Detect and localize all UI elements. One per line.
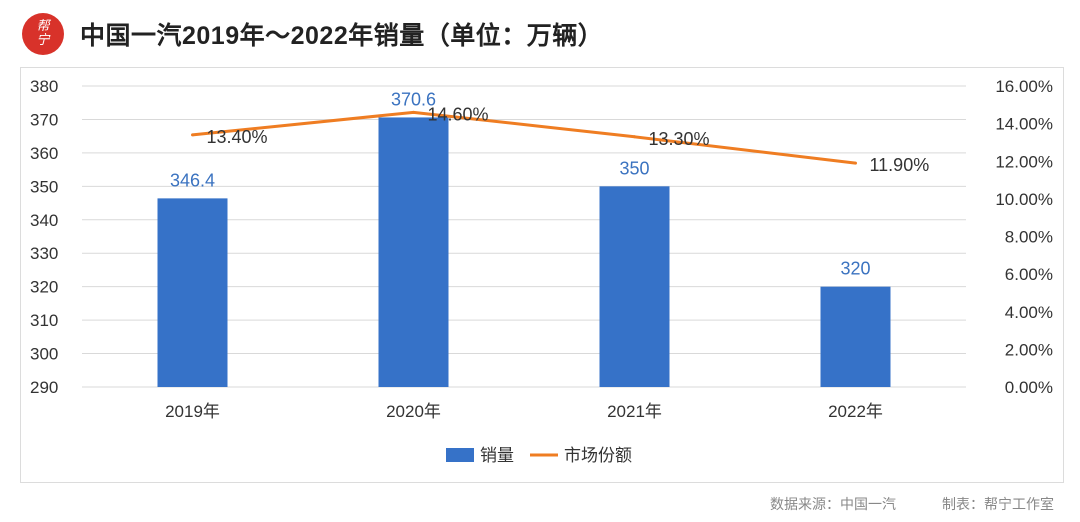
line-point	[633, 135, 636, 139]
line-data-label: 14.60%	[428, 104, 489, 124]
line-point	[412, 110, 415, 114]
bar-data-label: 346.4	[170, 170, 215, 190]
page-title: 中国一汽2019年～2022年销量（单位：万辆）	[80, 22, 604, 50]
legend-label-line: 市场份额	[564, 446, 632, 465]
y-right-tick-label: 14.00%	[995, 115, 1053, 134]
y-right-tick-label: 10.00%	[995, 190, 1053, 209]
logo-text-1: 帮	[36, 19, 50, 34]
y-left-tick-label: 310	[30, 311, 58, 330]
y-right-tick-label: 12.00%	[995, 152, 1053, 171]
y-left-tick-label: 300	[30, 345, 58, 364]
bar	[157, 198, 228, 387]
maker-note: 制表：帮宁工作室	[942, 496, 1054, 512]
bar-data-label: 320	[840, 259, 870, 279]
line-point	[191, 133, 194, 137]
y-left-tick-label: 370	[30, 110, 58, 129]
y-left-tick-label: 350	[30, 177, 58, 196]
y-right-tick-label: 16.00%	[995, 77, 1053, 96]
line-data-label: 11.90%	[870, 155, 930, 175]
y-left-tick-label: 320	[30, 278, 58, 297]
line-data-label: 13.40%	[207, 127, 268, 147]
y-right-tick-label: 0.00%	[1005, 378, 1053, 397]
bar	[599, 186, 670, 387]
x-tick-label: 2021年	[607, 402, 662, 421]
x-tick-label: 2020年	[386, 402, 441, 421]
y-left-tick-label: 360	[30, 144, 58, 163]
logo: 帮 宁	[22, 13, 64, 55]
legend-label-bar: 销量	[480, 446, 514, 465]
footer: 数据来源：中国一汽 制表：帮宁工作室	[770, 494, 1054, 514]
source-note: 数据来源：中国一汽	[770, 496, 896, 512]
y-left-tick-label: 290	[30, 378, 58, 397]
x-tick-label: 2019年	[165, 402, 220, 421]
y-right-tick-label: 6.00%	[1005, 265, 1053, 284]
logo-text-2: 宁	[36, 33, 50, 48]
bar-data-label: 350	[619, 158, 649, 178]
line-data-label: 13.30%	[649, 129, 710, 149]
y-left-tick-label: 330	[30, 244, 58, 263]
x-tick-label: 2022年	[828, 402, 883, 421]
header: 帮 宁 中国一汽2019年～2022年销量（单位：万辆）	[22, 10, 603, 58]
bar	[820, 286, 891, 387]
y-left-tick-label: 340	[30, 211, 58, 230]
y-right-tick-label: 8.00%	[1005, 228, 1053, 247]
y-left-tick-label: 380	[30, 77, 58, 96]
legend-swatch-bar	[446, 448, 474, 462]
line-point	[854, 161, 857, 165]
y-right-tick-label: 4.00%	[1005, 303, 1053, 322]
bar-data-label: 370.6	[391, 89, 436, 109]
bar	[378, 117, 449, 387]
y-right-tick-label: 2.00%	[1005, 340, 1053, 359]
line-series	[192, 110, 856, 165]
